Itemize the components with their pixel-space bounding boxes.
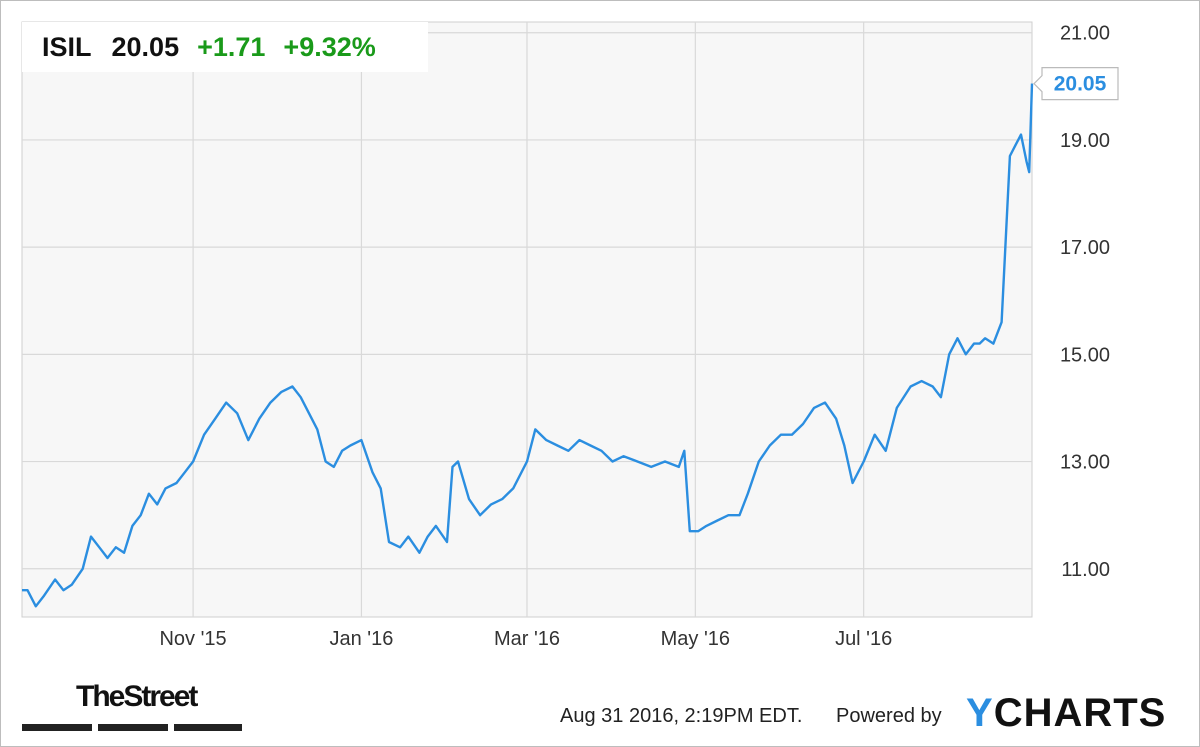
thestreet-logo: TheStreet: [22, 680, 244, 736]
x-tick-label: Nov '15: [159, 628, 226, 650]
thestreet-logo-text: TheStreet: [76, 680, 198, 713]
x-tick-label: Jul '16: [835, 628, 892, 650]
ticker-symbol: ISIL: [42, 31, 92, 62]
last-price: 20.05: [111, 31, 180, 62]
x-axis-ticks: Nov '15 Jan '16 Mar '16 May '16 Jul '16: [159, 628, 892, 650]
timestamp: Aug 31 2016, 2:19PM EDT.: [560, 705, 803, 727]
x-tick-label: May '16: [661, 628, 730, 650]
thestreet-logo-bar: [98, 724, 168, 731]
y-axis-ticks: 11.00 13.00 15.00 17.00 19.00 21.00: [1060, 23, 1110, 581]
x-tick-label: Jan '16: [329, 628, 393, 650]
thestreet-logo-bar: [174, 724, 242, 731]
y-tick-label: 15.00: [1060, 344, 1110, 366]
last-price-callout: 20.05: [1033, 67, 1119, 101]
y-tick-label: 21.00: [1060, 23, 1110, 45]
price-change-percent: +9.32%: [283, 31, 376, 62]
price-change: +1.71: [197, 31, 266, 62]
ycharts-logo[interactable]: YCHARTS: [966, 691, 1166, 736]
ycharts-logo-y: Y: [966, 691, 994, 735]
y-tick-label: 17.00: [1060, 237, 1110, 259]
thestreet-logo-bar: [22, 724, 92, 731]
y-tick-label: 19.00: [1060, 130, 1110, 152]
price-line: [22, 83, 1034, 608]
ycharts-logo-rest: CHARTS: [993, 691, 1167, 735]
y-tick-label: 11.00: [1061, 559, 1110, 581]
last-price-callout-value: 20.05: [1054, 73, 1107, 96]
y-tick-label: 13.00: [1060, 452, 1110, 474]
powered-by-label: Powered by: [836, 705, 942, 727]
quote-header: ISIL 20.05 +1.71 +9.32%: [22, 22, 428, 72]
x-tick-label: Mar '16: [494, 628, 560, 650]
last-price-callout-box: [1033, 67, 1119, 101]
